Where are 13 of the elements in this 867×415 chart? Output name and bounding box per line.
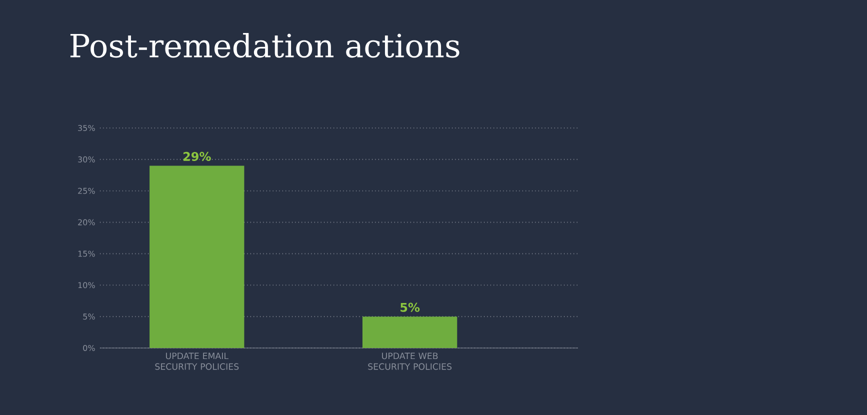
y-tick-label: 10% (78, 282, 95, 288)
y-tick-label: 5% (83, 314, 95, 320)
y-tick-label: 30% (78, 156, 95, 162)
x-tick-label: UPDATE EMAIL SECURITY POLICIES (155, 352, 239, 370)
y-tick-label: 20% (78, 219, 95, 226)
x-tick-label: UPDATE WEB SECURITY POLICIES (368, 352, 452, 370)
chart-title: Post-remedation actions (70, 32, 460, 58)
data-label: 5% (400, 302, 420, 312)
y-tick-label: 25% (78, 188, 95, 194)
data-label: 29% (183, 152, 211, 162)
y-tick-label: 35% (78, 124, 95, 132)
y-tick-label: 0% (83, 344, 95, 352)
y-tick-label: 15% (78, 250, 95, 257)
